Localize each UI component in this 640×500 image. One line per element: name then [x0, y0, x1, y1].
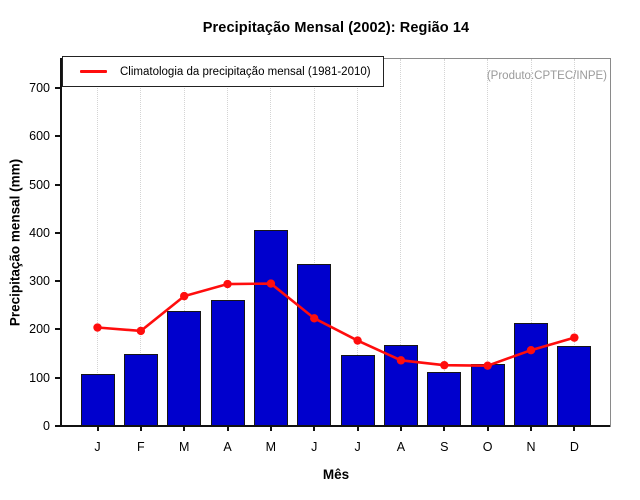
x-tick-mark [573, 425, 576, 431]
x-tick-mark [313, 425, 316, 431]
precipitation-bar-F1 [123, 354, 158, 427]
precipitation-bar-A3 [210, 300, 245, 427]
x-tick-label: M [178, 440, 190, 454]
climatology-point [310, 314, 319, 323]
source-annotation: (Produto:CPTEC/INPE) [486, 70, 607, 82]
legend-label: Climatologia da precipitação mensal (198… [120, 65, 371, 78]
y-tick-label: 700 [29, 80, 50, 95]
y-tick-label: 500 [29, 177, 50, 192]
x-tick-mark [226, 425, 229, 431]
vertical-gridline [443, 59, 445, 427]
x-tick-label: J [354, 440, 361, 454]
precipitation-bar-J6 [340, 355, 375, 427]
climatology-point [266, 279, 276, 288]
x-axis-line [60, 425, 610, 427]
vertical-gridline [140, 59, 142, 427]
climatology-point [526, 346, 536, 355]
y-tick-mark [55, 425, 61, 427]
x-tick-label: N [526, 440, 536, 454]
vertical-gridline [400, 59, 402, 427]
x-tick-mark [269, 425, 272, 431]
climatology-line [93, 279, 579, 370]
x-tick-mark [399, 425, 402, 431]
y-tick-mark [55, 376, 61, 379]
x-tick-mark [443, 425, 446, 431]
y-tick-label: 100 [29, 370, 50, 385]
x-tick-label: M [265, 440, 277, 454]
y-tick-label: 600 [29, 129, 50, 144]
y-tick-label: 300 [29, 274, 50, 289]
x-axis-title: Mês [322, 467, 350, 482]
vertical-gridline [573, 59, 575, 427]
vertical-gridline [530, 59, 532, 427]
legend-box: Climatologia da precipitação mensal (198… [62, 56, 384, 87]
plot-area [62, 58, 611, 427]
precipitation-bar-N10 [514, 322, 548, 427]
vertical-gridline [313, 59, 315, 427]
x-tick-mark [183, 425, 186, 431]
precipitation-bar-J0 [80, 373, 115, 427]
vertical-gridline [183, 59, 185, 427]
x-tick-mark [356, 425, 359, 431]
x-tick-label: D [569, 440, 579, 454]
x-tick-mark [486, 425, 489, 431]
climatology-point [180, 291, 189, 301]
vertical-gridline [97, 59, 98, 427]
vertical-gridline [487, 59, 489, 427]
x-tick-label: O [482, 440, 493, 454]
climatology-point [440, 360, 449, 370]
y-axis-line [60, 58, 62, 427]
x-tick-label: F [137, 440, 145, 454]
precipitation-bar-D11 [557, 345, 592, 427]
precipitation-bar-S8 [427, 372, 462, 427]
x-tick-label: A [396, 440, 406, 454]
climatology-point [136, 326, 146, 336]
x-tick-label: S [440, 440, 449, 454]
y-tick-mark [55, 280, 61, 283]
precipitation-bar-J5 [297, 264, 332, 427]
x-tick-mark [530, 425, 532, 431]
x-tick-label: J [311, 440, 318, 454]
y-axis-title: Precipitação mensal (mm) [7, 158, 23, 327]
chart-title: Precipitação Mensal (2002): Região 14 [202, 20, 470, 36]
y-tick-mark [55, 328, 61, 331]
climatology-point [570, 333, 579, 342]
climatology-point [93, 323, 102, 332]
climatology-point [483, 361, 492, 370]
legend-line-swatch [80, 70, 107, 73]
x-tick-mark [139, 425, 142, 431]
y-tick-mark [55, 231, 61, 234]
climatology-point [396, 356, 406, 365]
y-tick-label: 200 [29, 322, 50, 337]
y-tick-mark [55, 183, 61, 186]
climatology-point [353, 336, 362, 345]
climatology-point [223, 279, 232, 289]
y-tick-label: 400 [29, 225, 50, 240]
y-tick-mark [55, 135, 61, 138]
precipitation-bar-M4 [253, 230, 288, 427]
y-tick-label: 0 [43, 419, 50, 433]
y-tick-mark [55, 86, 61, 89]
vertical-gridline [227, 59, 229, 427]
climatology-polyline [97, 282, 575, 367]
x-tick-mark [96, 425, 99, 431]
vertical-gridline [357, 59, 359, 427]
x-tick-label: J [94, 440, 101, 454]
x-tick-label: A [223, 440, 232, 454]
